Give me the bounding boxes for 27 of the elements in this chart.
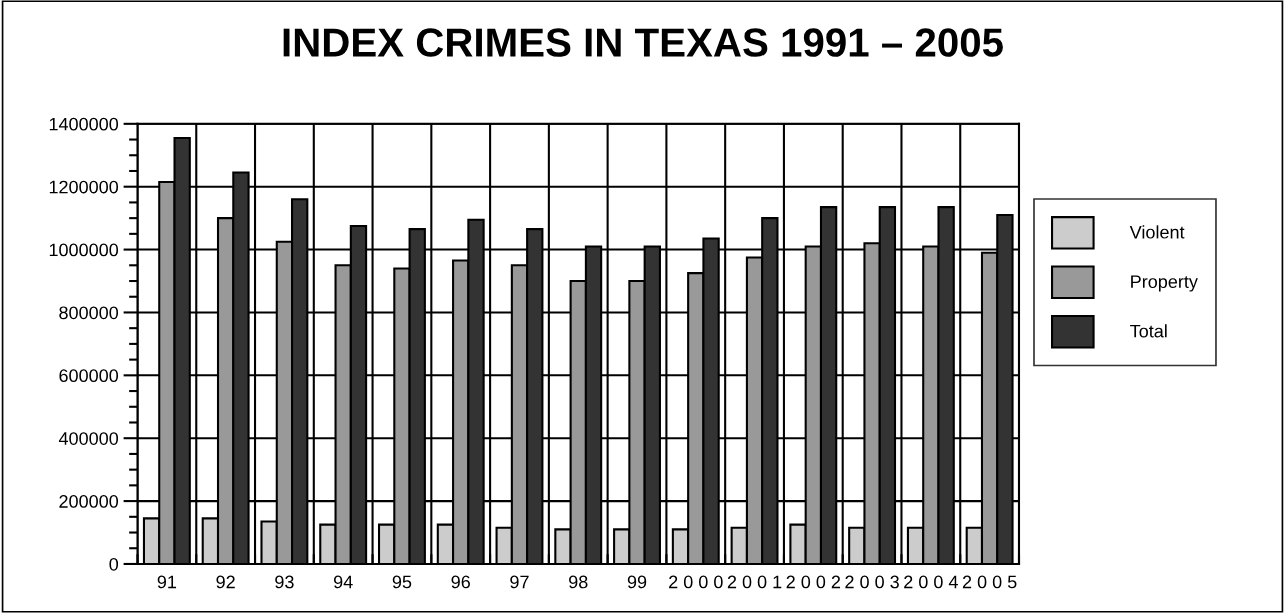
y-tick-label: 400000 (58, 432, 119, 445)
y-tick-label: 1200000 (49, 180, 119, 194)
x-tick-label: 94 (333, 575, 353, 589)
x-tick-label: 97 (510, 575, 529, 589)
chart-title: INDEX CRIMES IN TEXAS 1991 – 2005 (283, 28, 1003, 57)
x-tick-label: 2 0 0 0 (669, 575, 723, 589)
y-tick-label: 1400000 (49, 117, 119, 131)
x-tick-label: 2 0 0 5 (962, 575, 1017, 589)
x-tick-label: 92 (216, 575, 235, 589)
y-tick-label: 200000 (59, 495, 119, 508)
y-tick-label: 1000000 (49, 243, 119, 257)
x-tick-label: 2 0 0 2 (786, 575, 841, 589)
y-tick-label: 800000 (59, 306, 119, 320)
legend-label: Violent (1129, 225, 1185, 239)
y-tick-label: 0 (109, 557, 119, 571)
x-tick-label: 96 (451, 575, 470, 589)
legend-label: Total (1130, 324, 1167, 338)
x-tick-label: 93 (275, 575, 294, 589)
x-tick-label: 2 0 0 1 (727, 575, 782, 589)
x-tick-label: 2 0 0 3 (845, 575, 899, 589)
x-tick-label: 98 (569, 575, 588, 589)
x-tick-label: 91 (157, 575, 177, 589)
legend-label: Property (1131, 275, 1198, 292)
x-tick-label: 2 0 0 4 (904, 575, 958, 589)
x-tick-label: 99 (627, 575, 647, 589)
y-tick-label: 600000 (59, 369, 119, 383)
x-tick-label: 95 (392, 575, 412, 589)
